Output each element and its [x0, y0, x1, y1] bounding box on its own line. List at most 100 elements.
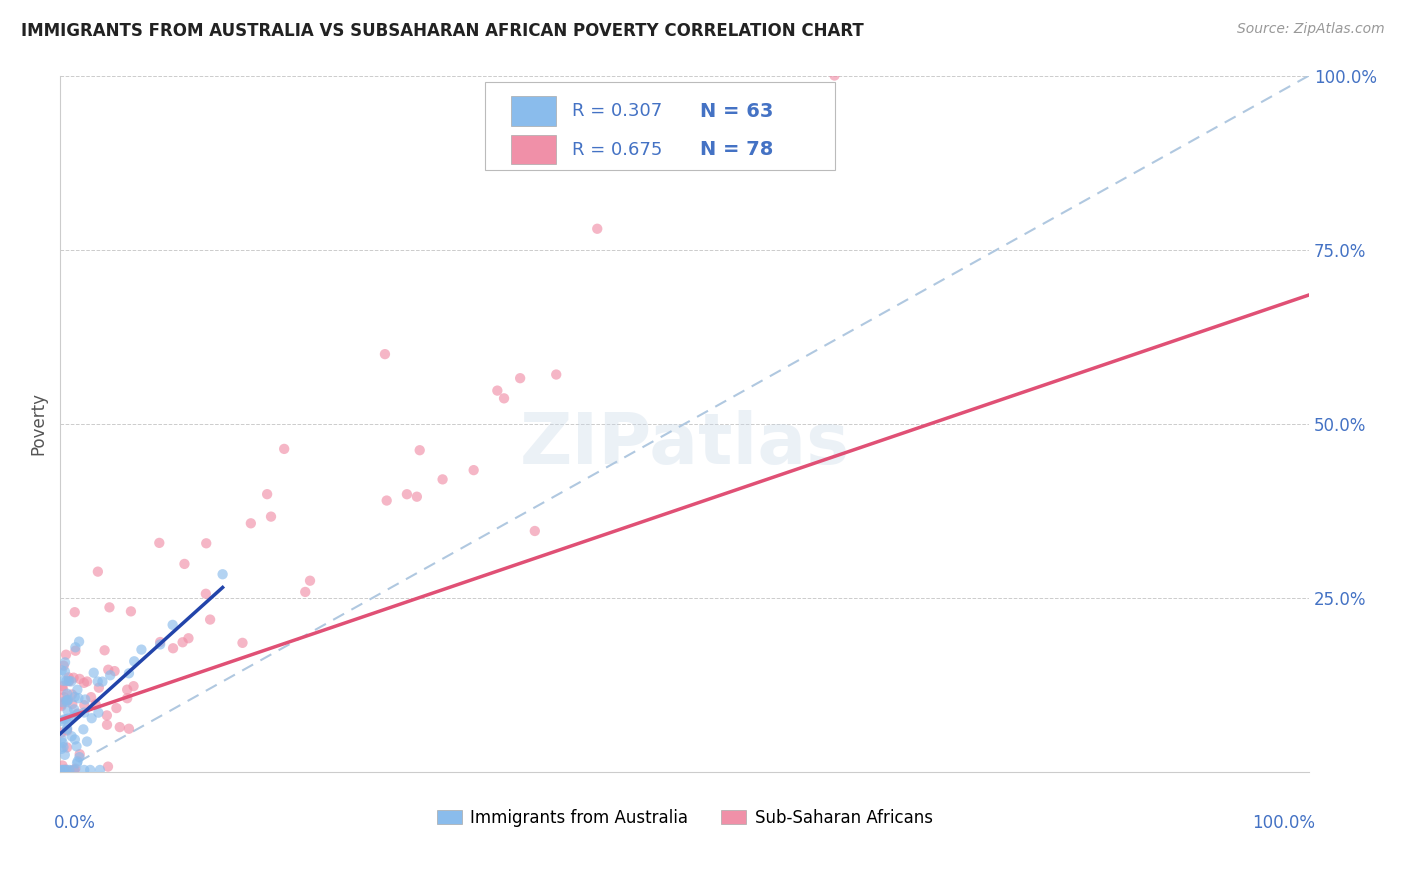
- Point: [60, 674, 83, 689]
- Point: [256, 487, 278, 501]
- Point: [231, 636, 253, 650]
- Point: [395, 487, 418, 501]
- Point: [65, 762, 87, 776]
- Point: [51, 699, 73, 714]
- Point: [63, 605, 86, 619]
- Point: [66, 682, 89, 697]
- Text: ZIPatlas: ZIPatlas: [520, 410, 849, 479]
- Point: [69, 747, 91, 762]
- Point: [66, 756, 89, 771]
- Point: [63, 690, 86, 704]
- Point: [73, 698, 96, 713]
- Point: [162, 618, 184, 632]
- Point: [80, 711, 103, 725]
- Point: [83, 665, 105, 680]
- Point: [79, 763, 101, 777]
- Legend: Immigrants from Australia, Sub-Saharan Africans: Immigrants from Australia, Sub-Saharan A…: [430, 802, 939, 833]
- Point: [97, 759, 120, 773]
- Point: [56, 712, 79, 726]
- Point: [52, 695, 75, 709]
- Point: [53, 665, 76, 679]
- Point: [509, 371, 531, 385]
- Point: [492, 392, 515, 406]
- Point: [66, 707, 89, 722]
- Text: R = 0.307: R = 0.307: [572, 102, 662, 120]
- Point: [55, 648, 77, 662]
- Point: [52, 763, 75, 777]
- Point: [58, 763, 80, 777]
- Point: [76, 674, 98, 689]
- Point: [294, 585, 316, 599]
- Point: [87, 706, 110, 720]
- Point: [63, 763, 86, 777]
- Text: R = 0.675: R = 0.675: [572, 141, 662, 159]
- Point: [120, 604, 142, 618]
- Point: [76, 734, 98, 748]
- Text: IMMIGRANTS FROM AUSTRALIA VS SUBSAHARAN AFRICAN POVERTY CORRELATION CHART: IMMIGRANTS FROM AUSTRALIA VS SUBSAHARAN …: [21, 22, 863, 40]
- Point: [65, 640, 87, 655]
- Point: [93, 643, 115, 657]
- Text: N = 63: N = 63: [700, 102, 773, 120]
- Point: [52, 673, 75, 688]
- Point: [239, 516, 262, 531]
- Point: [97, 663, 120, 677]
- Point: [51, 679, 73, 693]
- Point: [55, 723, 77, 737]
- Point: [105, 701, 128, 715]
- Point: [56, 722, 79, 736]
- Point: [96, 718, 118, 732]
- Point: [55, 712, 77, 726]
- Point: [131, 642, 153, 657]
- Point: [53, 713, 76, 727]
- Point: [51, 763, 73, 777]
- Point: [60, 688, 83, 702]
- Point: [58, 674, 80, 689]
- Point: [173, 557, 195, 571]
- Point: [67, 634, 90, 648]
- Point: [260, 509, 283, 524]
- FancyBboxPatch shape: [510, 96, 555, 126]
- Point: [148, 536, 170, 550]
- Point: [375, 493, 398, 508]
- Point: [115, 691, 138, 706]
- Point: [52, 763, 75, 777]
- Text: Source: ZipAtlas.com: Source: ZipAtlas.com: [1237, 22, 1385, 37]
- Point: [162, 641, 184, 656]
- Text: 0.0%: 0.0%: [53, 814, 96, 832]
- Point: [118, 666, 141, 681]
- Point: [149, 635, 172, 649]
- Point: [96, 708, 118, 723]
- FancyBboxPatch shape: [510, 135, 555, 164]
- Point: [195, 536, 218, 550]
- Point: [56, 704, 79, 718]
- Point: [56, 723, 79, 738]
- Point: [66, 706, 89, 721]
- Point: [80, 690, 103, 705]
- Point: [98, 668, 121, 682]
- Point: [104, 664, 127, 678]
- Point: [55, 693, 77, 707]
- Point: [56, 740, 79, 755]
- Point: [405, 490, 427, 504]
- Point: [51, 732, 73, 747]
- Point: [55, 763, 77, 777]
- Point: [87, 565, 110, 579]
- Point: [53, 763, 76, 777]
- Point: [51, 758, 73, 772]
- Point: [824, 69, 846, 83]
- Point: [60, 697, 83, 711]
- Point: [58, 693, 80, 707]
- Point: [118, 722, 141, 736]
- Point: [55, 763, 77, 777]
- Point: [51, 714, 73, 728]
- Point: [177, 632, 200, 646]
- Point: [53, 747, 76, 762]
- Point: [62, 671, 84, 685]
- Point: [58, 673, 80, 688]
- Point: [51, 725, 73, 739]
- Point: [409, 443, 432, 458]
- Point: [91, 674, 114, 689]
- Point: [73, 763, 96, 777]
- Point: [73, 676, 96, 690]
- Point: [69, 750, 91, 764]
